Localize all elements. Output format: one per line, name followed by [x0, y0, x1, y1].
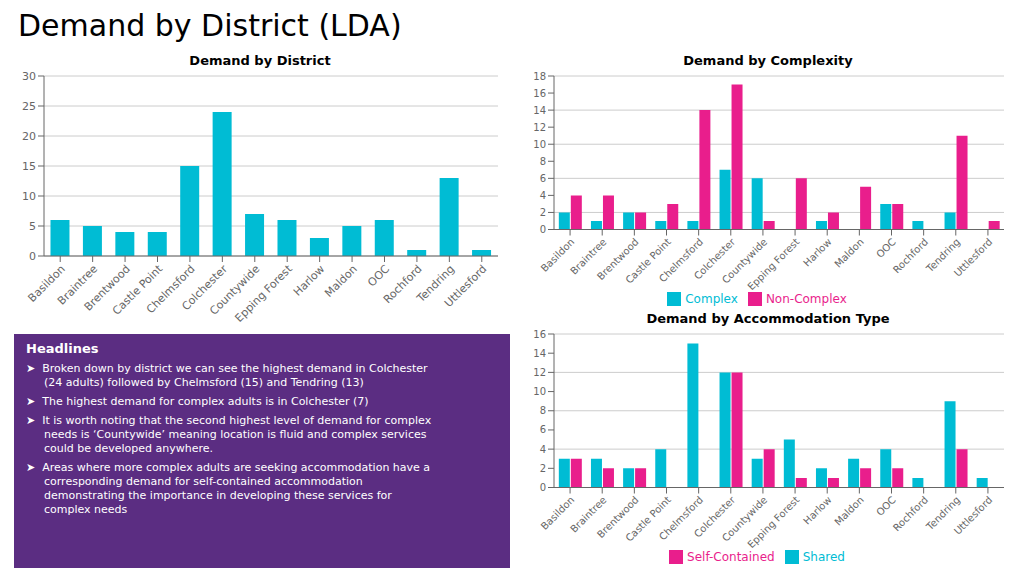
- svg-text:Chelmsford: Chelmsford: [656, 236, 706, 285]
- svg-text:Brentwood: Brentwood: [81, 262, 133, 314]
- html-text:➤ It is worth noting that the: ➤ It is worth noting that the second hig…: [26, 414, 432, 427]
- svg-text:20: 20: [22, 130, 36, 143]
- html-text:➤ Areas where more complex adu: ➤ Areas where more complex adults are se…: [26, 461, 431, 474]
- html-text:(24 adults) followed by Chelms: (24 adults) followed by Chelmsford (15) …: [44, 376, 364, 389]
- svg-text:Epping Forest: Epping Forest: [233, 262, 296, 325]
- svg-text:Castle Point: Castle Point: [623, 494, 673, 544]
- html-text:complex needs: complex needs: [44, 503, 128, 516]
- svg-text:Braintree: Braintree: [568, 236, 609, 277]
- html-text:Shared: Shared: [802, 549, 845, 564]
- svg-text:18: 18: [533, 71, 546, 82]
- svg-text:4: 4: [540, 444, 546, 455]
- svg-text:2: 2: [540, 463, 546, 474]
- svg-text:14: 14: [533, 348, 546, 359]
- svg-text:Castle Point: Castle Point: [109, 262, 166, 318]
- html-text:needs is ‘Countywide’ meaning: needs is ‘Countywide’ meaning location i…: [44, 428, 427, 441]
- svg-text:Colchester: Colchester: [691, 236, 738, 282]
- svg-text:2: 2: [540, 207, 546, 218]
- svg-text:12: 12: [533, 367, 546, 378]
- svg-text:Countywide: Countywide: [719, 236, 770, 286]
- svg-text:6: 6: [540, 173, 546, 184]
- svg-text:Countywide: Countywide: [207, 262, 263, 318]
- html-text:Self-Contained: Self-Contained: [687, 549, 775, 564]
- html-text:could be developed anywhere.: could be developed anywhere.: [44, 442, 214, 455]
- svg-text:Tendring: Tendring: [924, 236, 963, 275]
- html-text:Demand by District (LDA): Demand by District (LDA): [18, 8, 402, 43]
- svg-text:Basildon: Basildon: [538, 236, 577, 274]
- svg-text:8: 8: [540, 156, 546, 167]
- svg-text:Castle Point: Castle Point: [623, 236, 673, 286]
- svg-text:30: 30: [22, 70, 36, 83]
- svg-text:Basildon: Basildon: [25, 262, 68, 305]
- svg-text:6: 6: [540, 424, 546, 435]
- svg-text:Countywide: Countywide: [719, 494, 770, 544]
- svg-text:OOC: OOC: [365, 262, 392, 289]
- svg-text:Harlow: Harlow: [291, 262, 327, 298]
- svg-text:Braintree: Braintree: [568, 494, 609, 535]
- svg-text:Maldon: Maldon: [832, 236, 865, 269]
- html-text:➤ The highest demand for compl: ➤ The highest demand for complex adults …: [26, 395, 369, 408]
- svg-text:Maldon: Maldon: [832, 494, 865, 527]
- svg-text:Brentwood: Brentwood: [594, 236, 641, 283]
- html-text:Complex: Complex: [685, 291, 738, 306]
- svg-text:Uttlesford: Uttlesford: [952, 236, 995, 279]
- html-text:Demand by Complexity: Demand by Complexity: [683, 53, 853, 68]
- svg-text:Epping Forest: Epping Forest: [745, 494, 801, 550]
- html-text:Demand by Accommodation Type: Demand by Accommodation Type: [646, 311, 890, 326]
- svg-text:Harlow: Harlow: [801, 494, 833, 526]
- svg-text:0: 0: [29, 250, 36, 263]
- svg-text:OOC: OOC: [874, 236, 898, 260]
- svg-text:Colchester: Colchester: [691, 494, 738, 540]
- svg-text:5: 5: [29, 220, 36, 233]
- svg-text:16: 16: [533, 329, 546, 340]
- svg-text:Braintree: Braintree: [55, 262, 101, 308]
- svg-text:OOC: OOC: [874, 494, 898, 518]
- svg-text:Tendring: Tendring: [924, 494, 963, 533]
- svg-text:10: 10: [533, 139, 546, 150]
- svg-text:Uttlesford: Uttlesford: [952, 494, 995, 537]
- svg-text:Chelmsford: Chelmsford: [143, 262, 198, 317]
- html-text:➤ Broken down by district we c: ➤ Broken down by district we can see the…: [26, 362, 428, 375]
- svg-text:Harlow: Harlow: [801, 236, 833, 268]
- svg-text:Maldon: Maldon: [322, 262, 359, 299]
- svg-text:Epping Forest: Epping Forest: [745, 236, 801, 292]
- svg-text:10: 10: [22, 190, 36, 203]
- html-text:demonstrating the importance i: demonstrating the importance in developi…: [44, 489, 392, 502]
- svg-text:Basildon: Basildon: [538, 494, 577, 532]
- svg-text:0: 0: [540, 224, 546, 235]
- svg-text:Uttlesford: Uttlesford: [442, 262, 489, 309]
- svg-text:4: 4: [540, 190, 546, 201]
- html-text:Non-Complex: Non-Complex: [765, 291, 847, 306]
- svg-text:0: 0: [540, 482, 546, 493]
- svg-text:16: 16: [533, 88, 546, 99]
- svg-text:25: 25: [22, 100, 36, 113]
- html-text:Demand by District: Demand by District: [189, 53, 331, 68]
- svg-text:Brentwood: Brentwood: [594, 494, 641, 541]
- svg-text:15: 15: [22, 160, 36, 173]
- html-text:corresponding demand for self-: corresponding demand for self-contained …: [44, 475, 363, 488]
- svg-text:Chelmsford: Chelmsford: [656, 494, 706, 543]
- svg-text:Colchester: Colchester: [179, 262, 230, 314]
- svg-text:Rochford: Rochford: [891, 494, 930, 533]
- svg-text:Rochford: Rochford: [380, 262, 425, 307]
- svg-text:Tendring: Tendring: [414, 262, 457, 305]
- svg-text:14: 14: [533, 105, 546, 116]
- svg-text:12: 12: [533, 122, 546, 133]
- svg-text:Rochford: Rochford: [891, 236, 930, 275]
- svg-text:10: 10: [533, 386, 546, 397]
- html-text:Headlines: Headlines: [26, 341, 99, 356]
- svg-text:8: 8: [540, 405, 546, 416]
